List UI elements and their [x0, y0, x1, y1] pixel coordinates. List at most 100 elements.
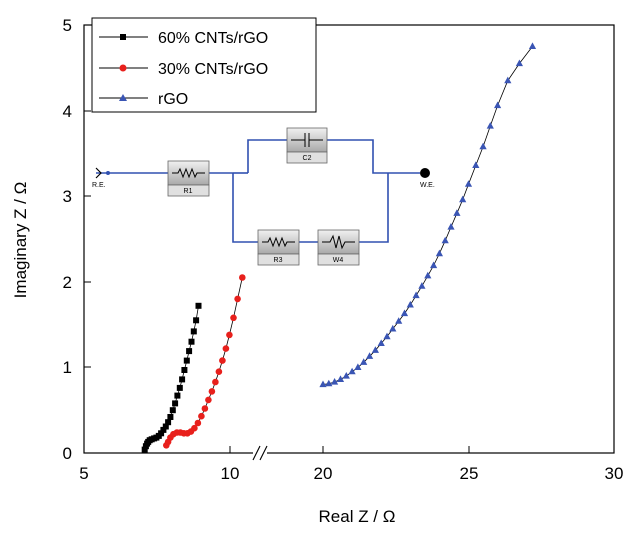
data-point-series-0 [190, 328, 197, 335]
y-tick-label: 3 [63, 187, 72, 206]
data-point-series-2 [528, 42, 537, 49]
data-point-series-2 [389, 324, 397, 332]
data-point-series-0 [167, 414, 174, 420]
x-axis-ticks: 5 10 20 25 30 [79, 446, 623, 483]
legend-box [91, 17, 317, 113]
data-point-series-2 [464, 180, 473, 187]
y-tick-label: 5 [63, 16, 72, 35]
data-point-series-0 [172, 400, 179, 407]
data-point-series-2 [435, 249, 443, 257]
circuit-wires [96, 139, 420, 243]
plot-frame [83, 24, 615, 454]
data-point-series-2 [447, 223, 455, 230]
resistor-r3-icon [262, 236, 295, 248]
series-line-0 [144, 305, 199, 450]
data-point-series-2 [418, 282, 426, 289]
we-label: W.E. [420, 182, 435, 189]
re-node [106, 171, 110, 175]
resistor-r1-icon [172, 167, 205, 179]
y-axis-ticks: 0 1 2 3 4 5 [63, 16, 91, 463]
data-point-series-2 [412, 291, 420, 299]
x-tick-label: 5 [79, 464, 88, 483]
data-point-series-0 [165, 419, 172, 426]
data-point-series-2 [441, 236, 449, 244]
data-point-series-2 [479, 142, 487, 150]
data-point-series-2 [472, 161, 480, 168]
y-tick-label: 2 [63, 273, 72, 292]
c2-label: C2 [303, 155, 312, 162]
data-point-series-1 [205, 396, 212, 404]
x-axis-title: Real Z / Ω [319, 507, 396, 526]
legend-marker-30 [119, 64, 127, 72]
warburg-w4-icon [322, 234, 355, 250]
data-point-series-1 [194, 419, 202, 427]
data-point-series-0 [188, 338, 195, 345]
legend-marker-60 [120, 34, 126, 40]
legend-label-60: 60% CNTs/rGO [158, 30, 268, 47]
data-point-series-0 [162, 423, 169, 430]
data-point-series-2 [371, 346, 379, 353]
data-point-series-2 [504, 76, 512, 84]
y-tick-label: 0 [63, 444, 72, 463]
data-point-series-2 [360, 358, 368, 365]
data-point-series-1 [198, 412, 205, 420]
legend: 60% CNTs/rGO 30% CNTs/rGO rGO [91, 17, 317, 113]
data-point-series-2 [395, 317, 403, 324]
data-point-series-2 [354, 363, 362, 370]
x-axis-break [252, 445, 268, 461]
capacitor-c2-icon [291, 133, 323, 147]
data-point-series-2 [453, 209, 461, 216]
data-point-series-1 [230, 314, 237, 322]
data-point-series-0 [174, 392, 181, 399]
y-axis-title: Imaginary Z / Ω [11, 182, 30, 299]
r3-label: R3 [274, 257, 283, 264]
data-point-series-2 [430, 261, 438, 269]
data-point-series-2 [406, 300, 414, 308]
data-point-series-1 [239, 274, 246, 281]
data-point-series-2 [377, 339, 385, 346]
data-point-series-0 [160, 426, 167, 433]
data-point-series-2 [494, 101, 502, 109]
equivalent-circuit-inset: R.E. R1 C2 R3 W4 W.E. [92, 127, 435, 266]
data-point-series-0 [179, 376, 186, 383]
data-point-series-0 [176, 384, 183, 391]
x-tick-label: 10 [221, 464, 240, 483]
data-point-series-2 [331, 378, 339, 385]
data-point-series-2 [459, 195, 467, 203]
data-point-series-2 [515, 59, 523, 67]
legend-label-rgo: rGO [158, 91, 188, 108]
legend-marker-rgo [119, 94, 127, 101]
data-point-series-0 [141, 446, 148, 453]
series-line-2 [322, 46, 533, 385]
x-tick-label: 25 [460, 464, 479, 483]
re-terminal-icon [95, 167, 102, 179]
w4-label: W4 [333, 257, 344, 264]
series-layer [141, 42, 537, 453]
x-tick-label: 20 [314, 464, 333, 483]
data-point-series-2 [383, 332, 391, 340]
data-point-series-0 [193, 317, 200, 324]
y-tick-label: 1 [63, 358, 72, 377]
data-point-series-0 [195, 302, 202, 309]
data-point-series-2 [400, 309, 409, 317]
data-point-series-2 [348, 367, 356, 375]
data-point-series-0 [169, 407, 176, 414]
r1-label: R1 [184, 188, 193, 195]
data-point-series-1 [191, 424, 198, 432]
data-point-series-2 [336, 375, 345, 382]
x-tick-label: 30 [605, 464, 624, 483]
data-point-series-1 [234, 295, 241, 303]
data-point-series-2 [366, 352, 374, 359]
data-point-series-1 [212, 378, 219, 386]
data-point-series-2 [325, 379, 333, 387]
we-terminal-icon [420, 168, 430, 178]
data-point-series-0 [158, 430, 165, 437]
series-line-1 [165, 277, 243, 446]
re-label: R.E. [92, 182, 106, 189]
data-point-series-1 [222, 345, 230, 352]
data-point-series-2 [424, 271, 432, 279]
data-point-series-1 [215, 368, 223, 376]
y-tick-label: 4 [63, 102, 72, 121]
data-point-series-0 [183, 357, 190, 364]
